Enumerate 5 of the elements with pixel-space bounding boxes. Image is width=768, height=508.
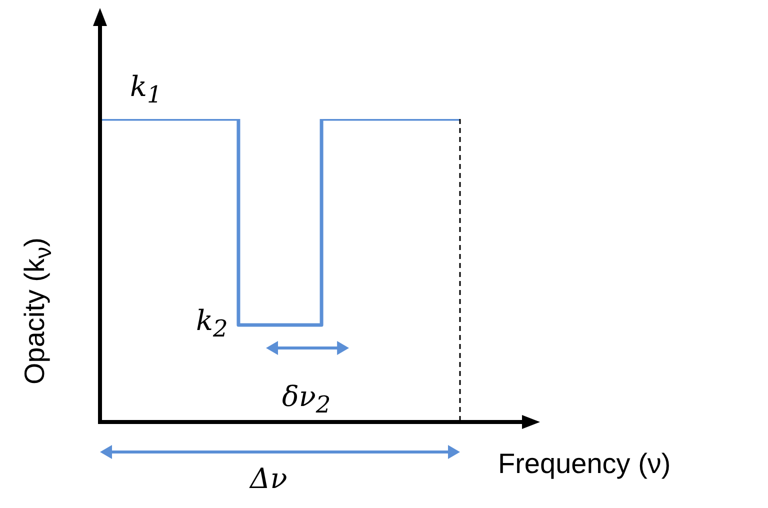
annotation: k$_{2}$ — [196, 304, 228, 343]
text: Δν — [250, 462, 288, 495]
text: k$_{1}$ — [130, 70, 162, 109]
annotation: δν$_{2}$ — [282, 380, 331, 419]
x-axis-title: Frequency (ν) — [498, 448, 671, 480]
